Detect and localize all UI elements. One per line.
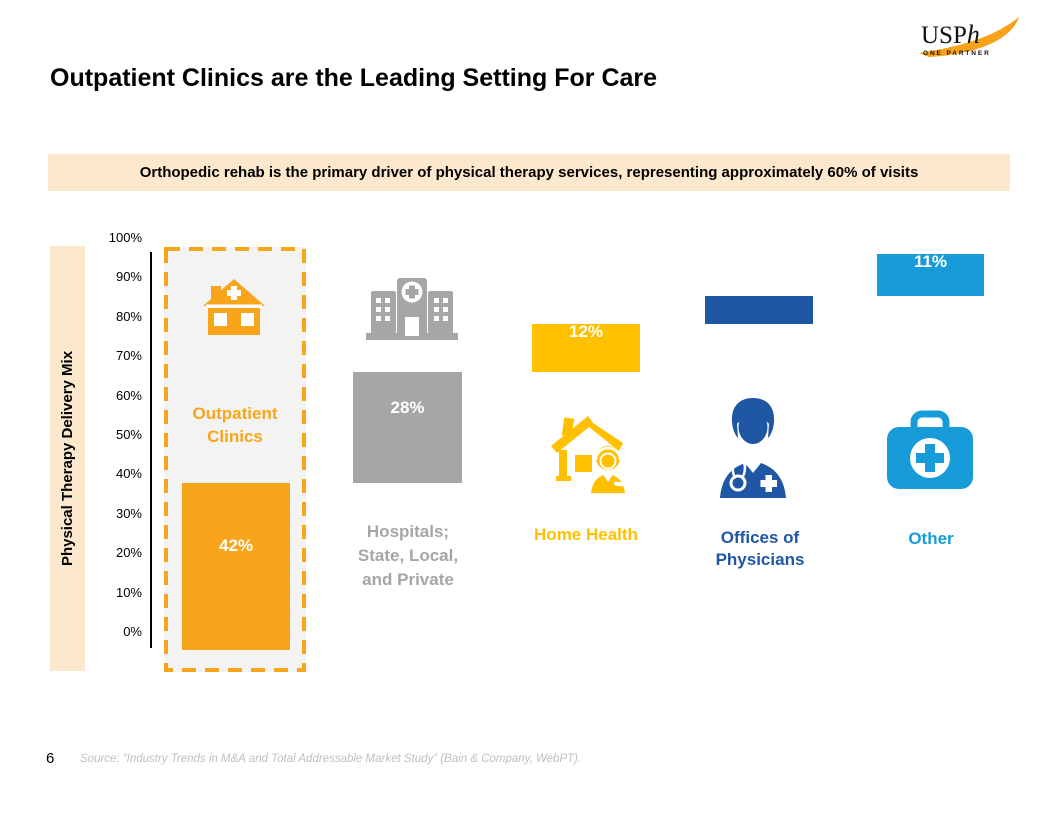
y-tick-30: 30% [115,506,142,521]
y-tick-20: 20% [115,545,142,560]
y-tick-100: 100% [108,230,142,245]
label-line: Hospitals; [366,522,450,541]
page-title: Outpatient Clinics are the Leading Setti… [50,64,658,92]
doctor-icon [720,398,786,498]
source-note: Source: “Industry Trends in M&A and Tota… [80,753,582,765]
home-nurse-icon [551,416,625,493]
y-axis-title-strip: Physical Therapy Delivery Mix [50,246,85,671]
logo-wordmark-usp: USP [921,22,967,49]
label-line: Offices of [720,528,800,547]
label-line: Clinics [207,427,263,446]
clinic-icon [203,279,265,335]
bar-hospitals: 28% [353,372,462,483]
first-aid-kit-icon [887,410,973,489]
label-line: Physicians [715,550,805,569]
logo-wordmark-h: h [966,20,980,49]
label-other: Other [879,527,983,550]
y-tick-90: 90% [115,269,142,284]
logo-tagline: ONE PARTNER [923,50,991,57]
label-offices-of-physicians: Offices of Physicians [694,527,826,571]
y-tick-10: 10% [115,585,142,600]
y-tick-50: 50% [115,427,142,442]
label-line: Outpatient [192,404,278,423]
label-line: State, Local, [357,546,459,565]
label-hospitals: Hospitals; State, Local, and Private [343,520,473,592]
y-tick-0: 0% [123,624,142,639]
bar-value-label: 28% [390,398,425,417]
label-home-health: Home Health [522,523,650,546]
page-number: 6 [46,750,55,767]
bar-home-health: 12% [532,324,640,372]
y-tick-70: 70% [115,348,142,363]
logo-wordmark: USPh [921,20,980,50]
hospital-icon [366,278,458,340]
label-outpatient-clinics: Outpatient Clinics [167,402,303,448]
bar-offices-of-physicians: 7% [705,296,813,324]
bar-value-label: 7% [705,296,813,301]
y-tick-40: 40% [115,466,142,481]
bar-outpatient-clinics: 42% [182,483,290,650]
y-axis-line [150,252,152,648]
label-line: and Private [362,570,454,589]
y-tick-80: 80% [115,309,142,324]
dashed-border [164,247,306,672]
y-axis-title: Physical Therapy Delivery Mix [59,350,77,567]
label-line: Other [908,529,954,548]
key-message-banner: Orthopedic rehab is the primary driver o… [48,154,1010,191]
usph-logo: USPh ONE PARTNER [903,14,1023,66]
bar-other: 11% [877,254,984,296]
logo-swoosh-icon [919,17,1019,57]
bar-value-label: 42% [218,536,254,555]
bar-value-label: 12% [568,324,604,341]
bar-value-label: 11% [913,254,948,271]
y-tick-60: 60% [115,388,142,403]
label-line: Home Health [534,525,638,544]
